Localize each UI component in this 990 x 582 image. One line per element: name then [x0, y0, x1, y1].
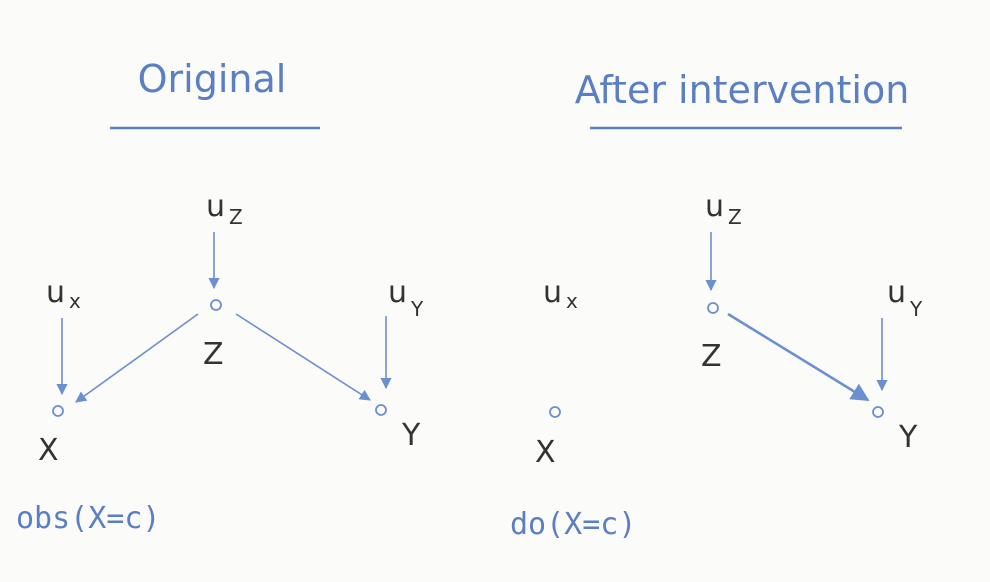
node-label-x: X [38, 433, 59, 468]
node-y [375, 404, 387, 416]
panel-title-after-intervention: After intervention [575, 68, 910, 112]
caption-observation: obs(X=c) [16, 501, 161, 536]
node-label-z: Z [701, 339, 722, 374]
node-x [52, 405, 64, 417]
edge-z-to-y [235, 313, 371, 401]
node-label-y: Y [898, 420, 918, 455]
edge-z-to-x [75, 313, 199, 403]
node-z [210, 299, 222, 311]
edge-z-to-y [727, 312, 870, 402]
node-label-y: Y [401, 418, 421, 453]
caption-intervention: do(X=c) [510, 507, 636, 542]
panel-title-original: Original [138, 57, 287, 101]
node-z [707, 302, 719, 314]
node-y [872, 406, 884, 418]
node-x [549, 406, 561, 418]
node-label-x: X [535, 435, 556, 470]
node-label-z: Z [203, 337, 224, 372]
